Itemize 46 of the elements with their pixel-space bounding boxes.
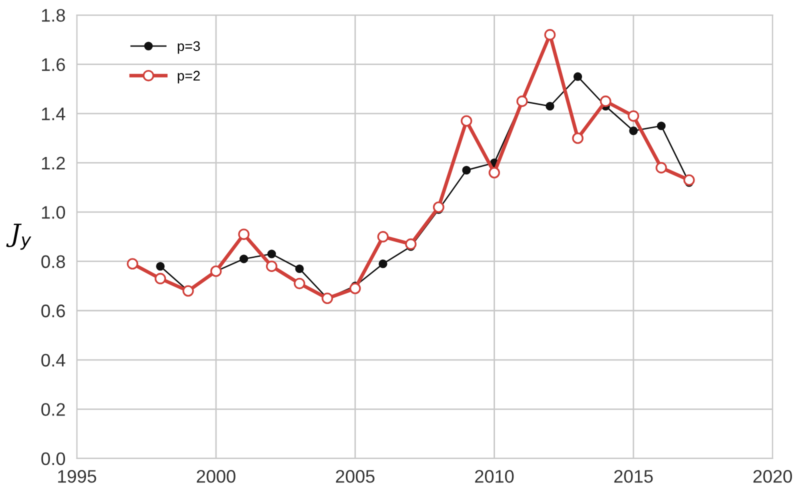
point [267, 250, 276, 258]
point [238, 228, 250, 240]
point [544, 29, 556, 40]
y-tick-label: 0.0 [41, 452, 66, 466]
point [683, 174, 695, 186]
point [294, 278, 306, 290]
point [240, 254, 248, 264]
legend-label: p=2 [178, 70, 200, 84]
x-tick-label: 2020 [753, 470, 792, 483]
y-tick-label: 0.4 [41, 354, 66, 367]
y-tick-label: 1.4 [42, 108, 66, 120]
point [154, 272, 166, 284]
point [377, 231, 389, 242]
y-tick-label: 0.2 [41, 403, 65, 416]
point [405, 238, 417, 250]
point [378, 260, 388, 268]
y-tick-label: 1.0 [42, 206, 66, 219]
y-tick-label: 0.6 [41, 304, 65, 318]
point [488, 166, 500, 178]
point [656, 122, 666, 130]
point [126, 258, 138, 270]
legend-label: p=3 [178, 41, 200, 54]
point [656, 162, 667, 174]
y-axis-title: J$_{y}$ [6, 224, 32, 250]
y-tick-label: 0.8 [41, 255, 65, 268]
x-tick-label: 2005 [336, 470, 374, 483]
point [462, 166, 471, 175]
point [573, 72, 582, 81]
point [628, 110, 640, 122]
x-tick-label: 2000 [196, 470, 236, 483]
x-tick-label: 1995 [58, 470, 96, 483]
point [295, 264, 304, 274]
x-tick-label: 2015 [614, 470, 653, 483]
point [546, 102, 554, 110]
point [266, 260, 278, 272]
y-tick-label: 1.2 [42, 156, 65, 170]
point [572, 132, 584, 144]
point [629, 126, 638, 136]
point [156, 262, 165, 271]
y-tick-label: 1.6 [42, 58, 65, 72]
point [460, 115, 472, 127]
point [432, 201, 444, 213]
y-tick-label: 1.8 [42, 8, 65, 22]
x-tick-label: 2010 [475, 470, 514, 483]
point [600, 96, 612, 107]
point [349, 282, 361, 294]
